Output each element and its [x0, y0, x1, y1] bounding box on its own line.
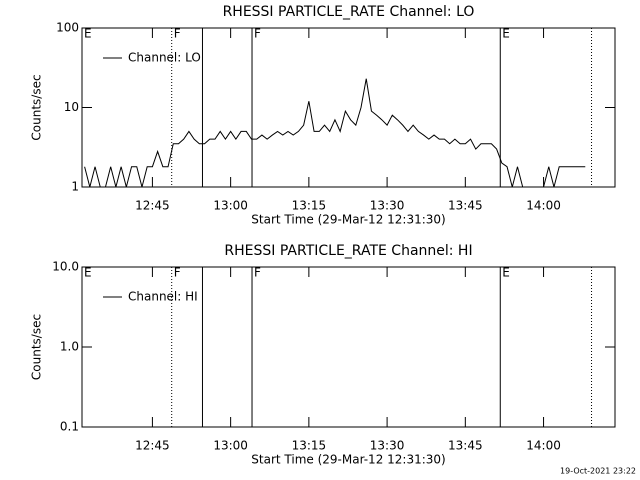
x-tick-label: 12:45: [135, 439, 170, 453]
marker-label: F: [254, 27, 261, 41]
x-tick-label: 12:45: [135, 199, 170, 213]
y-tick-label: 100: [56, 21, 79, 35]
marker-label: E: [84, 27, 92, 41]
x-tick-label: 13:30: [370, 439, 405, 453]
footer: 19-Oct-2021 23:22: [560, 467, 636, 476]
data-line: [84, 78, 586, 188]
x-tick-label: 13:45: [448, 439, 483, 453]
x-tick-label: 14:00: [526, 439, 561, 453]
y-tick-label: 1.0: [60, 340, 79, 354]
marker-label: E: [502, 266, 510, 280]
marker-label: F: [174, 266, 181, 280]
legend-label: Channel: HI: [128, 290, 198, 304]
y-tick-label: 0.1: [60, 420, 79, 434]
x-tick-label: 14:00: [526, 199, 561, 213]
x-tick-label: 13:00: [213, 199, 248, 213]
marker-label: E: [502, 27, 510, 41]
y-tick-label: 10: [64, 100, 79, 114]
y-axis-label: Counts/sec: [30, 74, 44, 140]
y-tick-label: 10.0: [52, 260, 79, 274]
x-tick-label: 13:15: [292, 439, 327, 453]
x-tick-label: 13:15: [292, 199, 327, 213]
marker-label: F: [254, 266, 261, 280]
legend-label: Channel: LO: [128, 51, 201, 65]
x-axis-label: Start Time (29-Mar-12 12:31:30): [251, 453, 445, 467]
chart-title: RHESSI PARTICLE_RATE Channel: LO: [223, 4, 475, 20]
x-tick-label: 13:30: [370, 199, 405, 213]
x-axis-label: Start Time (29-Mar-12 12:31:30): [251, 213, 445, 227]
y-axis-label: Counts/sec: [30, 314, 44, 380]
y-tick-label: 1: [71, 180, 79, 194]
x-tick-label: 13:45: [448, 199, 483, 213]
chart-title: RHESSI PARTICLE_RATE Channel: HI: [224, 243, 472, 259]
marker-label: E: [84, 266, 92, 280]
x-tick-label: 13:00: [213, 439, 248, 453]
marker-label: F: [174, 27, 181, 41]
